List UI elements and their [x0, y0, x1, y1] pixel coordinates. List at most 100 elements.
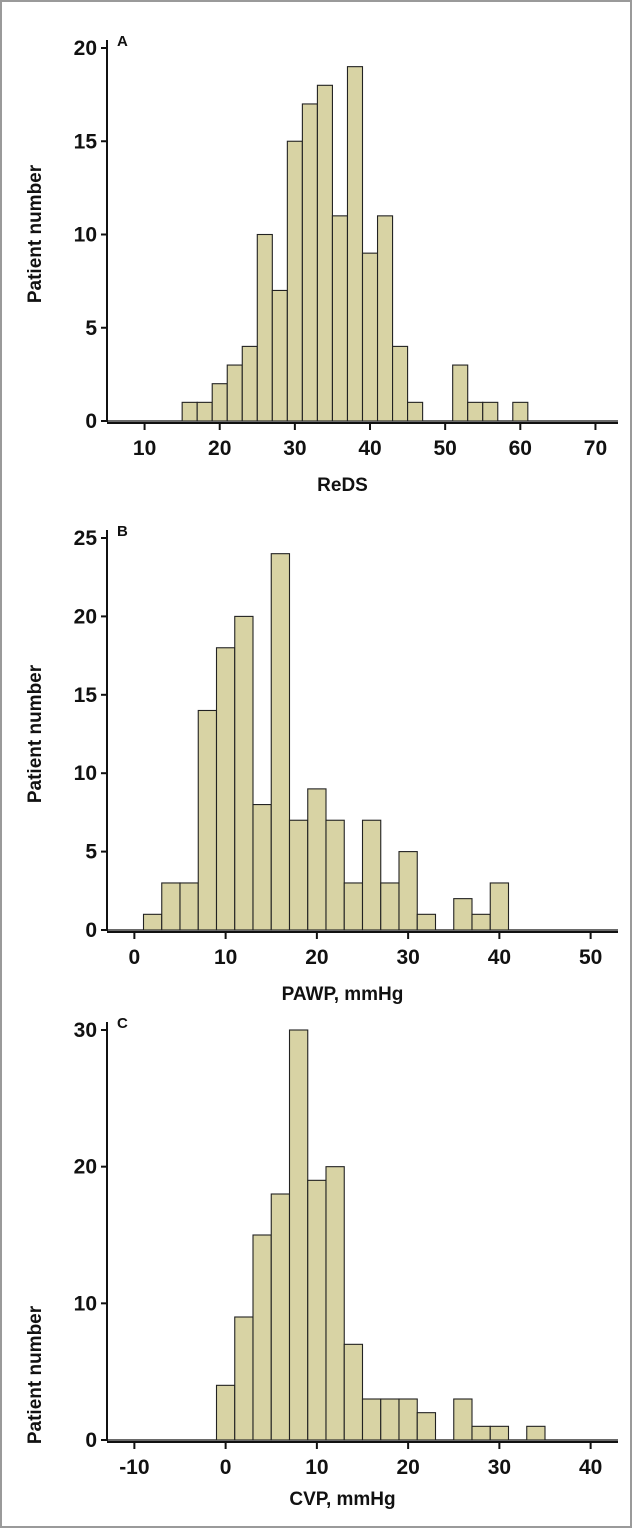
x-tick-label: 20 [305, 946, 328, 969]
histogram-bar [307, 1179, 327, 1441]
x-tick-label: 70 [584, 437, 607, 460]
histogram-bar [252, 804, 272, 931]
panel-b: 0 5 10 15 20 25 0 10 20 30 40 50 B PAWP, mmHg Patient … [25, 523, 618, 1005]
y-tick-label: 20 [74, 1156, 97, 1179]
histogram-bar [301, 103, 318, 422]
histogram-bar [482, 401, 499, 422]
histogram-bar [453, 898, 473, 931]
x-tick-label: -10 [119, 1456, 149, 1479]
histogram-bar [361, 252, 379, 422]
histogram-bar [307, 788, 327, 931]
y-tick-label: 15 [74, 684, 98, 707]
x-axis-title: PAWP, mmHg [282, 984, 404, 1005]
histogram-bar [392, 345, 409, 422]
histogram-bar [196, 401, 213, 422]
histogram-bar [316, 84, 333, 422]
x-tick-label: 30 [283, 437, 306, 460]
panel-label: A [117, 33, 128, 50]
y-tick-label: 0 [85, 410, 97, 433]
histogram-bar [270, 1193, 291, 1441]
x-tick-label: 40 [358, 437, 381, 460]
x-tick-label: 30 [396, 946, 419, 969]
histogram-bar [161, 882, 181, 931]
x-tick-label: 20 [396, 1456, 419, 1479]
histogram-bar [215, 647, 236, 931]
histogram-bar [142, 913, 163, 931]
x-tick-label: 0 [129, 946, 141, 969]
histogram-bar [325, 819, 345, 931]
histogram-bar [512, 401, 529, 422]
y-tick-label: 15 [74, 130, 98, 153]
y-tick-label: 10 [74, 1292, 97, 1315]
histogram-bar [471, 1425, 491, 1441]
histogram-bar [331, 215, 349, 422]
histogram-bar [325, 1166, 345, 1441]
histogram-bar [416, 913, 437, 931]
x-tick-label: 10 [214, 946, 237, 969]
histogram-bar [346, 66, 364, 422]
x-axis-title: ReDS [317, 475, 368, 496]
histogram-bar [256, 233, 273, 422]
histogram-bar [380, 1398, 400, 1441]
x-tick-label: 50 [433, 437, 456, 460]
histogram-bar [252, 1234, 272, 1441]
y-tick-label: 20 [74, 37, 97, 60]
y-axis-title: Patient number [25, 664, 46, 803]
histogram-bar [270, 553, 291, 931]
histogram-bar [489, 1425, 510, 1441]
x-tick-label: 10 [305, 1456, 328, 1479]
y-tick-label: 0 [85, 919, 97, 942]
x-axis-title: CVP, mmHg [289, 1489, 395, 1510]
y-tick-label: 10 [74, 224, 97, 247]
y-tick-label: 5 [85, 317, 97, 340]
histogram-bar [181, 401, 198, 422]
histogram-bar [197, 709, 218, 931]
histogram-bar [286, 140, 303, 422]
panel-label: C [117, 1015, 128, 1032]
x-tick-label: 50 [579, 946, 602, 969]
x-tick-label: 60 [509, 437, 532, 460]
histogram-bar [453, 1398, 473, 1441]
y-tick-label: 5 [85, 841, 97, 864]
panel-a: 0 5 10 15 20 10 20 30 40 50 60 70 A ReDS Patient numbe… [25, 33, 618, 496]
histogram-bar [416, 1412, 437, 1441]
histogram-bar [234, 1316, 254, 1441]
histogram-bar [361, 1398, 382, 1441]
histogram-bar [398, 1398, 418, 1441]
histogram-bar [398, 851, 418, 931]
y-tick-label: 0 [85, 1429, 97, 1452]
histogram-bar [288, 819, 309, 931]
histogram-bar [271, 289, 288, 422]
x-tick-label: 40 [579, 1456, 602, 1479]
x-tick-label: 0 [220, 1456, 232, 1479]
histogram-bar [211, 383, 228, 422]
panel-label: B [117, 523, 128, 540]
y-tick-label: 30 [74, 1019, 97, 1042]
histogram-bar [376, 215, 394, 422]
histogram-bar [361, 819, 382, 931]
x-tick-label: 30 [488, 1456, 511, 1479]
y-tick-label: 10 [74, 762, 97, 785]
histogram-bar [179, 882, 199, 931]
x-tick-label: 20 [208, 437, 231, 460]
histogram-bar [467, 401, 484, 422]
histogram-bar [489, 882, 510, 931]
y-tick-label: 20 [74, 605, 97, 628]
panel-c: 0 10 20 30 -10 0 10 20 30 40 C CVP, mmHg Patient num… [25, 1015, 618, 1510]
histogram-bar [471, 913, 491, 931]
histogram-bar [380, 882, 400, 931]
histogram-bar [241, 345, 258, 422]
histogram-bar [526, 1425, 546, 1441]
histogram-bar [343, 882, 364, 931]
x-tick-label: 40 [488, 946, 511, 969]
histogram-bar [343, 1343, 364, 1441]
histogram-bar [452, 364, 469, 422]
y-tick-label: 25 [74, 527, 98, 550]
y-axis-title: Patient number [25, 1305, 46, 1444]
histogram-bar [407, 401, 424, 422]
histogram-bar [215, 1384, 236, 1441]
x-tick-label: 10 [133, 437, 156, 460]
y-axis-title: Patient number [25, 164, 46, 303]
histogram-bar [288, 1029, 309, 1441]
